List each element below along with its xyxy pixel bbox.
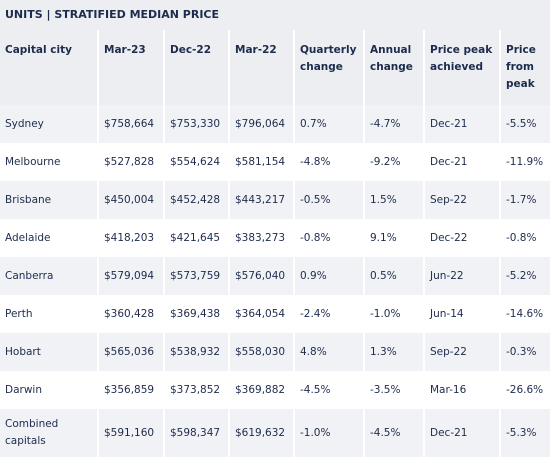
value-cell: $356,859 xyxy=(97,371,164,409)
value-cell: $421,645 xyxy=(163,219,229,257)
value-cell: -5.5% xyxy=(499,105,550,143)
value-cell: $418,203 xyxy=(97,219,164,257)
column-header: Mar-23 xyxy=(97,30,164,105)
value-cell: 0.5% xyxy=(363,257,424,295)
column-header: Annual change xyxy=(363,30,424,105)
value-cell: $619,632 xyxy=(228,409,294,457)
table-row: Perth $360,428 $369,438 $364,054 -2.4% -1.0% J… xyxy=(0,295,550,333)
value-cell: Dec-21 xyxy=(423,143,500,181)
value-cell: $538,932 xyxy=(163,333,229,371)
table-row: Sydney $758,664 $753,330 $796,064 0.7% -4.7% D… xyxy=(0,105,550,143)
value-cell: Mar-16 xyxy=(423,371,500,409)
city-cell: Melbourne xyxy=(5,156,61,168)
table-row: Hobart $565,036 $538,932 $558,030 4.8% 1.3% Se… xyxy=(0,333,550,371)
value-cell: -1.0% xyxy=(363,295,424,333)
value-cell: $360,428 xyxy=(97,295,164,333)
value-cell: -0.3% xyxy=(499,333,550,371)
value-cell: Jun-14 xyxy=(423,295,500,333)
value-cell: Sep-22 xyxy=(423,181,500,219)
value-cell: $369,882 xyxy=(228,371,294,409)
value-cell: 4.8% xyxy=(293,333,364,371)
value-cell: 9.1% xyxy=(363,219,424,257)
table-title: UNITS | STRATIFIED MEDIAN PRICE xyxy=(0,0,550,30)
table-row: Combined capitals $591,160 $598,347 $619,63… xyxy=(0,409,550,457)
value-cell: -1.7% xyxy=(499,181,550,219)
value-cell: -4.5% xyxy=(293,371,364,409)
value-cell: $554,624 xyxy=(163,143,229,181)
column-header: Capital city xyxy=(0,30,98,105)
value-cell: -5.3% xyxy=(499,409,550,457)
city-cell: Combined capitals xyxy=(0,409,98,457)
value-cell: $373,852 xyxy=(163,371,229,409)
value-cell: 1.3% xyxy=(363,333,424,371)
city-cell: Hobart xyxy=(0,333,98,371)
value-cell: -4.8% xyxy=(293,143,364,181)
value-cell: $558,030 xyxy=(228,333,294,371)
value-cell: 0.7% xyxy=(293,105,364,143)
value-cell: Jun-22 xyxy=(423,257,500,295)
table-row: Adelaide $418,203 $421,645 $383,273 -0.8% 9.1… xyxy=(0,219,550,257)
value-cell: $579,094 xyxy=(97,257,164,295)
value-cell: -0.8% xyxy=(499,219,550,257)
city-cell: Adelaide xyxy=(5,232,51,244)
table-row: Melbourne $527,828 $554,624 $581,154 -4.8% -9… xyxy=(0,143,550,181)
table-row: Canberra $579,094 $573,759 $576,040 0.9% 0.5%… xyxy=(0,257,550,295)
value-cell: Dec-21 xyxy=(423,409,500,457)
value-cell: -1.0% xyxy=(293,409,364,457)
value-cell: $527,828 xyxy=(97,143,164,181)
value-cell: Dec-22 xyxy=(423,219,500,257)
value-cell: -14.6% xyxy=(499,295,550,333)
value-cell: $383,273 xyxy=(228,219,294,257)
value-cell: $598,347 xyxy=(163,409,229,457)
value-cell: -5.2% xyxy=(499,257,550,295)
value-cell: $576,040 xyxy=(228,257,294,295)
value-cell: -3.5% xyxy=(363,371,424,409)
column-header: Price from peak xyxy=(499,30,550,105)
value-cell: 1.5% xyxy=(363,181,424,219)
value-cell: $796,064 xyxy=(228,105,294,143)
value-cell: $369,438 xyxy=(163,295,229,333)
value-cell: -4.5% xyxy=(363,409,424,457)
value-cell: $364,054 xyxy=(228,295,294,333)
value-cell: $591,160 xyxy=(97,409,164,457)
column-header: Quarterly change xyxy=(293,30,364,105)
price-table: Capital city Mar-23 Dec-22 Mar-22 Quarterly … xyxy=(0,30,550,457)
column-header: Dec-22 xyxy=(163,30,229,105)
value-cell: 0.9% xyxy=(293,257,364,295)
city-cell: Perth xyxy=(5,308,33,320)
value-cell: Sep-22 xyxy=(423,333,500,371)
value-cell: -26.6% xyxy=(499,371,550,409)
value-cell: $450,004 xyxy=(97,181,164,219)
column-header: Price peak achieved xyxy=(423,30,500,105)
table-row: Darwin $356,859 $373,852 $369,882 -4.5% -3.5%… xyxy=(0,371,550,409)
value-cell: $758,664 xyxy=(97,105,164,143)
value-cell: -2.4% xyxy=(293,295,364,333)
value-cell: $565,036 xyxy=(97,333,164,371)
city-cell: Brisbane xyxy=(0,181,98,219)
value-cell: -4.7% xyxy=(363,105,424,143)
value-cell: -0.5% xyxy=(293,181,364,219)
value-cell: Dec-21 xyxy=(423,105,500,143)
value-cell: -11.9% xyxy=(499,143,550,181)
value-cell: -9.2% xyxy=(363,143,424,181)
value-cell: -0.8% xyxy=(293,219,364,257)
value-cell: $573,759 xyxy=(163,257,229,295)
city-cell: Canberra xyxy=(0,257,98,295)
value-cell: $581,154 xyxy=(228,143,294,181)
value-cell: $443,217 xyxy=(228,181,294,219)
value-cell: $452,428 xyxy=(163,181,229,219)
city-cell: Darwin xyxy=(5,384,42,396)
value-cell: $753,330 xyxy=(163,105,229,143)
column-header: Mar-22 xyxy=(228,30,294,105)
header-row: Capital city Mar-23 Dec-22 Mar-22 Quarterly … xyxy=(0,30,550,105)
table-row: Brisbane $450,004 $452,428 $443,217 -0.5% 1.5… xyxy=(0,181,550,219)
city-cell: Sydney xyxy=(0,105,98,143)
